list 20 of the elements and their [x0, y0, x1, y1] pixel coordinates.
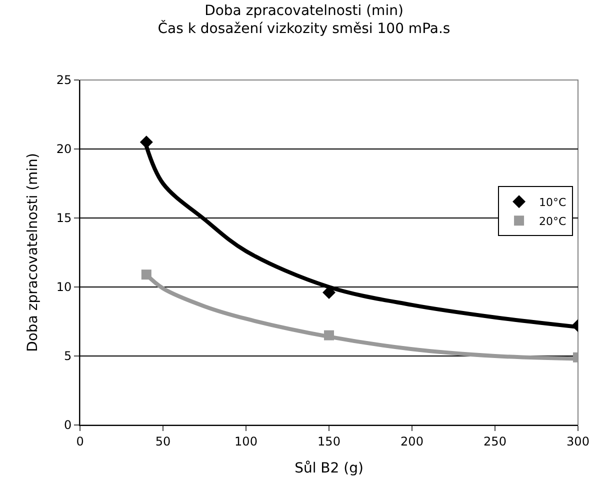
- x-tick-label: 300: [566, 434, 590, 448]
- y-tick-label: 5: [64, 349, 72, 364]
- legend-label: 10°C: [539, 196, 567, 209]
- x-tick-label: 50: [155, 434, 171, 448]
- x-tick-label: 200: [400, 434, 424, 448]
- y-tick-label: 25: [56, 73, 72, 88]
- x-tick-label: 0: [76, 434, 84, 448]
- x-axis-title: Sůl B2 (g): [294, 460, 364, 477]
- x-tick-label: 150: [318, 434, 340, 448]
- point: [140, 136, 153, 149]
- y-tick-label: 0: [64, 418, 72, 432]
- y-tick-label: 10: [56, 280, 72, 294]
- x-tick-label: 100: [234, 434, 258, 448]
- chart-title: Doba zpracovatelnosti (min) Čas k dosažení vizkozity směsi 100 mPa.s: [158, 2, 450, 38]
- point: [322, 286, 336, 300]
- y-axis-title: Doba zpracovatelnosti (min): [24, 153, 41, 352]
- y-tick-label: 20: [56, 142, 72, 156]
- x-tick-label: 250: [484, 434, 506, 448]
- legend-label: 20°C: [539, 214, 567, 228]
- y-tick-label: 15: [56, 211, 72, 226]
